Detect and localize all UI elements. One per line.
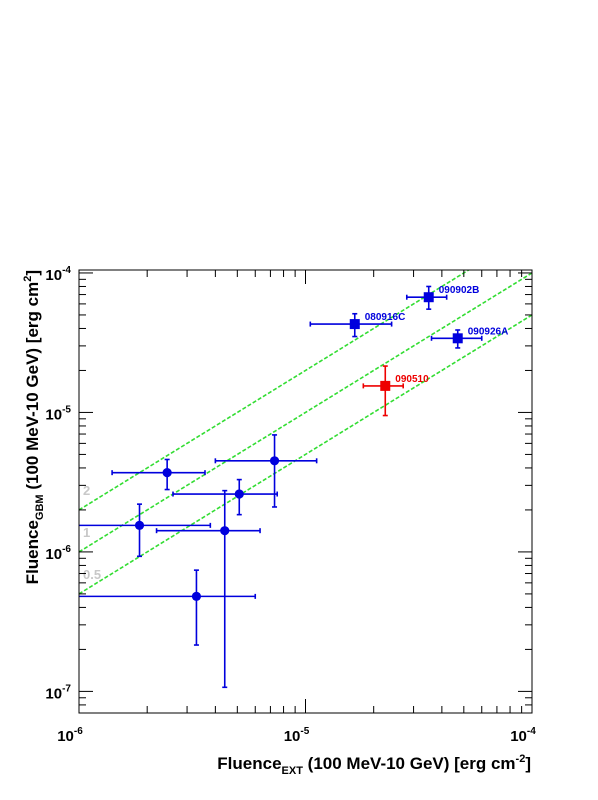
axis-ticks (78, 270, 533, 714)
y-tick-label: 10-5 (45, 404, 71, 423)
grb-square-point: 090926A (430, 326, 509, 349)
grb-square-point: 090510 (362, 365, 429, 417)
ratio-line-0_5 (79, 314, 532, 595)
ratio-label-0_5: 0.5 (83, 567, 101, 582)
square-marker (452, 333, 463, 344)
point-label: 090510 (395, 374, 429, 385)
circle-marker (234, 489, 244, 499)
ratio-lines (79, 270, 532, 595)
point-label: 090902B (439, 285, 480, 296)
grb-circle-point (214, 434, 318, 508)
circle-marker (191, 591, 202, 601)
axis-tick-labels: 10-6 10-5 10-4 10-7 10-6 10-5 10-4 (45, 265, 536, 745)
point-label: 090926A (468, 326, 509, 337)
data-points: 090902B 080916C 090926A 090510 (79, 285, 509, 689)
square-marker (349, 319, 360, 330)
grb-circle-point (79, 503, 212, 558)
ratio-label-2: 2 (83, 483, 90, 498)
x-axis-title: FluenceEXT (100 MeV-10 GeV) [erg cm-2] (217, 753, 531, 777)
grb-square-point: 090902B (405, 285, 480, 310)
circle-marker (269, 456, 280, 466)
grb-circle-point (155, 489, 261, 689)
circle-marker (162, 468, 172, 478)
plot-frame (78, 269, 533, 714)
point-label: 080916C (365, 312, 406, 323)
y-tick-label: 10-7 (45, 683, 71, 702)
grb-circle-point (111, 458, 206, 491)
ratio-labels: 210.5 (83, 483, 101, 582)
x-tick-label: 10-5 (284, 726, 310, 745)
circle-marker (134, 520, 145, 530)
x-tick-label: 10-4 (510, 726, 536, 745)
x-tick-label: 10-6 (57, 726, 83, 745)
square-marker (380, 380, 391, 391)
y-tick-label: 10-6 (45, 544, 71, 563)
y-axis-title: FluenceGBM (100 MeV-10 GeV) [erg cm2] (22, 270, 46, 584)
grb-circle-point (79, 569, 257, 646)
circle-marker (220, 526, 230, 536)
square-marker (423, 292, 434, 303)
grb-square-point: 080916C (309, 312, 406, 338)
ratio-line-2 (79, 270, 471, 511)
ratio-line-1 (79, 272, 532, 553)
ratio-label-1: 1 (83, 525, 90, 540)
y-tick-label: 10-4 (45, 265, 71, 284)
